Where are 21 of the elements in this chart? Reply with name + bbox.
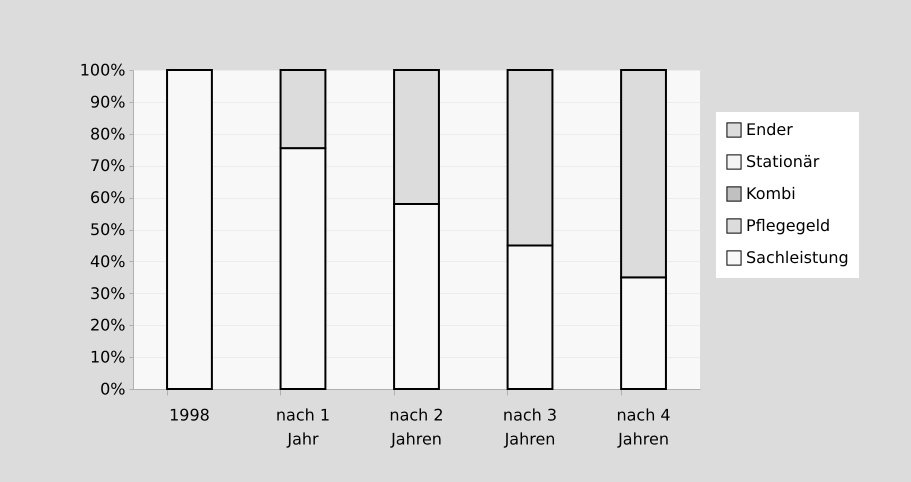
- legend-label: Sachleistung: [746, 248, 849, 267]
- y-tick-label: 50%: [90, 220, 126, 239]
- y-tick-label: 60%: [90, 188, 126, 208]
- x-tick-label: nach 4 Jahren: [616, 406, 671, 448]
- x-tick-label: nach 3 Jahren: [502, 406, 558, 448]
- x-tick-label: nach 2 Jahren: [389, 406, 444, 448]
- x-tick-label: 1998: [169, 406, 210, 424]
- y-tick-label: 90%: [90, 92, 126, 112]
- y-tick-label: 100%: [80, 60, 126, 80]
- y-tick-label: 40%: [90, 252, 126, 271]
- legend-label: Ender: [746, 120, 794, 139]
- y-tick-label: 10%: [90, 348, 126, 367]
- y-tick-label: 20%: [90, 316, 126, 335]
- legend-label: Kombi: [746, 184, 796, 203]
- legend-label: Pflegegeld: [746, 216, 830, 235]
- y-tick-label: 70%: [90, 156, 126, 176]
- y-tick-label: 0%: [100, 380, 126, 398]
- y-tick-label: 80%: [90, 124, 126, 144]
- x-tick-label: nach 1 Jahr: [276, 406, 330, 448]
- legend-label: Stationär: [746, 152, 820, 171]
- y-tick-label: 30%: [90, 284, 126, 303]
